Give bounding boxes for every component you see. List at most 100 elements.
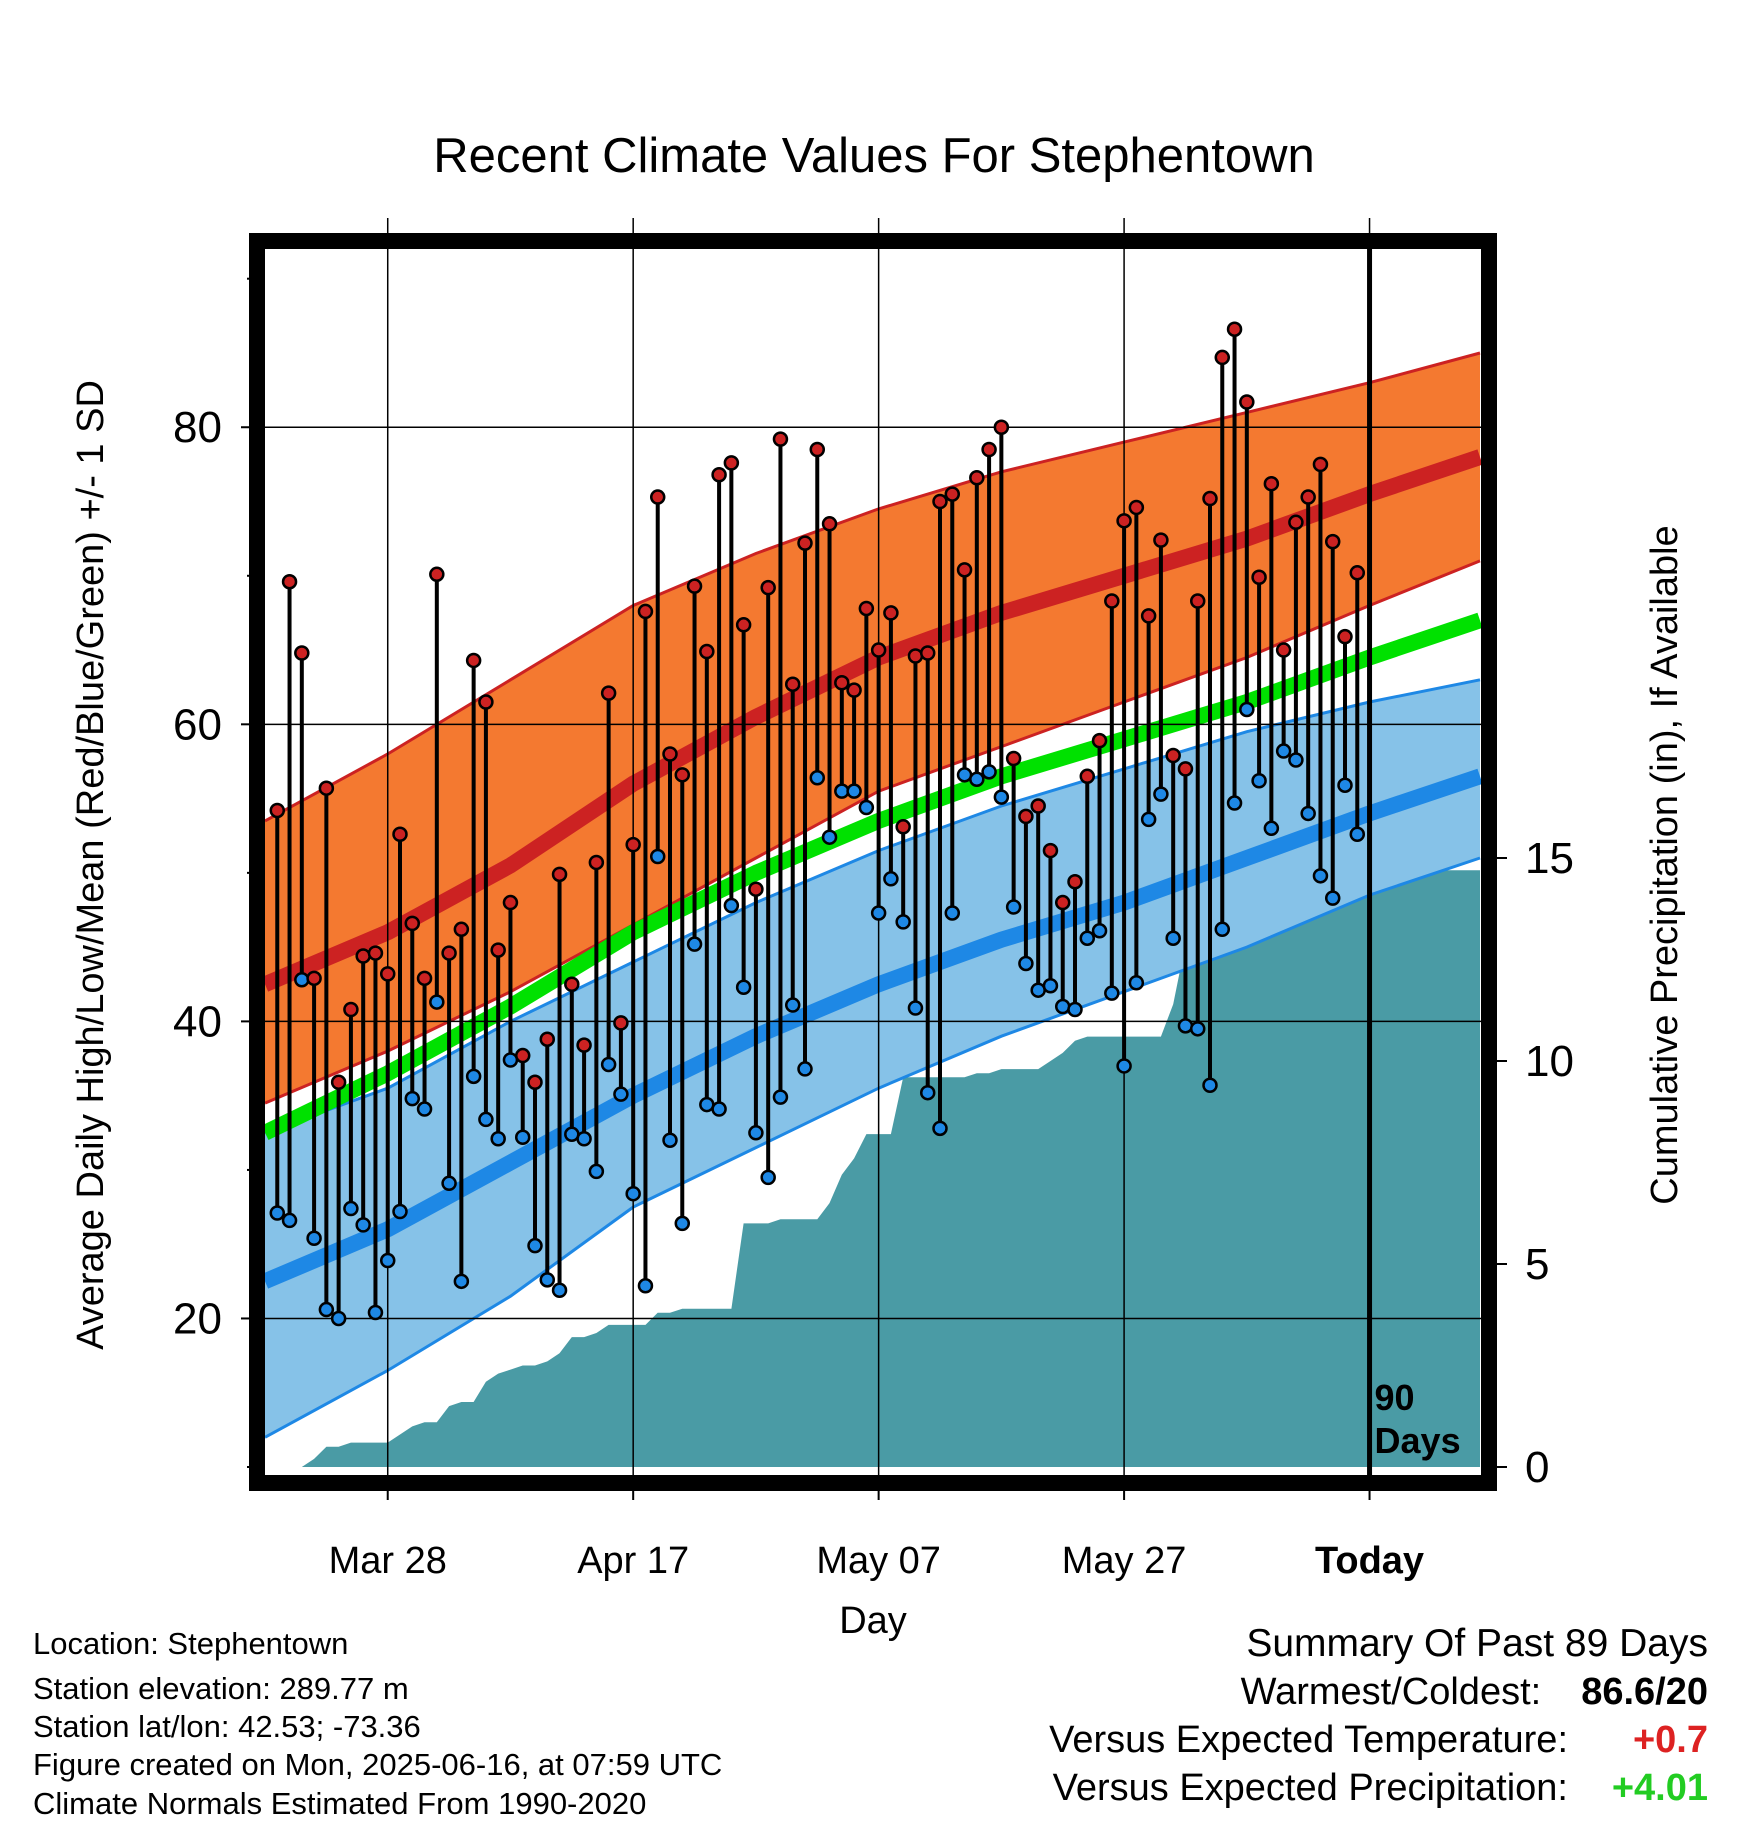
daily-high-point: [1202, 490, 1218, 507]
daily-low-point: [318, 1301, 335, 1318]
daily-high-point: [993, 419, 1010, 435]
daily-high-point: [1214, 349, 1231, 366]
daily-high-point: [478, 694, 494, 710]
daily-values-layer: [269, 321, 1366, 1327]
daily-low-point: [392, 1203, 408, 1220]
daily-high-point: [1251, 569, 1267, 586]
plot-frame: [249, 233, 1497, 1491]
daily-high-point: [1349, 565, 1366, 581]
daily-high-point: [564, 976, 580, 993]
daily-low-point: [306, 1230, 322, 1247]
daily-high-point: [699, 643, 715, 660]
daily-high-point: [330, 1074, 347, 1091]
daily-low-point: [1091, 923, 1108, 939]
daily-low-point: [686, 936, 703, 952]
daily-high-point: [1300, 489, 1316, 505]
daily-high-point: [1018, 808, 1034, 825]
daily-high-point: [748, 881, 764, 897]
daily-low-point: [1140, 811, 1157, 828]
daily-high-point: [429, 566, 445, 583]
daily-low-point: [1226, 795, 1243, 811]
daily-low-point: [637, 1278, 654, 1294]
normal-low-band: [265, 679, 1480, 1438]
daily-low-point: [1202, 1077, 1218, 1094]
daily-high-point: [1165, 747, 1181, 764]
daily-low-point: [821, 829, 838, 845]
daily-low-point: [355, 1217, 371, 1233]
daily-low-point: [1079, 930, 1096, 946]
daily-low-point: [969, 771, 985, 788]
daily-low-point: [1104, 985, 1120, 1001]
today-marker-label: Days: [1375, 1420, 1461, 1461]
daily-high-point: [490, 942, 506, 958]
daily-low-point: [625, 1185, 641, 1202]
daily-low-point: [858, 799, 875, 816]
daily-high-point: [318, 780, 335, 796]
x-tick-label: Mar 28: [329, 1540, 447, 1582]
daily-low-point: [907, 1000, 924, 1016]
created-text: Figure created on Mon, 2025-06-16, at 07…: [33, 1747, 723, 1782]
daily-high-point: [1288, 514, 1304, 531]
normals-text: Climate Normals Estimated From 1990-2020: [33, 1786, 647, 1821]
daily-high-point: [1128, 499, 1145, 516]
daily-high-point: [870, 642, 887, 658]
daily-high-point: [784, 676, 801, 692]
daily-high-point: [1091, 732, 1108, 749]
daily-low-point: [649, 848, 666, 865]
axes-layer: 20 40 60 80 0 5 10 15 Mar 28 Apr 17 May 07 May 27 To…: [173, 277, 1574, 1582]
daily-high-point: [600, 685, 617, 701]
daily-high-point: [613, 1015, 629, 1031]
y-axis-label-right: Cumulative Precipitation (in), If Availa…: [1644, 525, 1686, 1204]
daily-high-point: [453, 921, 470, 938]
daily-high-point: [1226, 321, 1243, 337]
location-text: Location: Stephentown: [33, 1626, 349, 1661]
daily-low-point: [1263, 820, 1280, 837]
daily-high-point: [858, 600, 875, 617]
normal-high-band: [265, 353, 1480, 1104]
x-tick-label: Today: [1315, 1540, 1424, 1582]
daily-high-point: [294, 645, 310, 661]
daily-low-point: [453, 1273, 470, 1290]
y-tick-label-left: 60: [173, 700, 222, 749]
daily-high-point: [1067, 874, 1083, 890]
daily-high-point: [514, 1047, 531, 1064]
daily-low-point: [723, 897, 740, 914]
daily-high-point: [649, 489, 666, 505]
daily-low-point: [993, 789, 1010, 805]
daily-low-point: [1116, 1058, 1132, 1074]
daily-low-point: [330, 1310, 347, 1327]
x-tick-label: May 27: [1062, 1540, 1187, 1582]
daily-low-point: [735, 979, 752, 995]
daily-high-point: [883, 605, 899, 621]
daily-high-point: [441, 945, 457, 961]
daily-low-point: [1251, 773, 1267, 789]
daily-high-point: [404, 915, 421, 932]
daily-low-point: [588, 1163, 605, 1180]
daily-low-point: [895, 914, 911, 930]
daily-low-point: [797, 1061, 813, 1077]
daily-low-point: [367, 1304, 384, 1321]
y-tick-label-right: 0: [1525, 1443, 1549, 1492]
daily-high-point: [502, 894, 519, 911]
daily-high-point: [1324, 533, 1341, 550]
daily-high-point: [1079, 768, 1096, 785]
daily-high-point: [269, 802, 286, 819]
daily-high-point: [735, 617, 752, 633]
daily-high-point: [919, 645, 936, 661]
daily-low-point: [539, 1272, 556, 1288]
daily-low-point: [1042, 977, 1059, 994]
daily-high-point: [625, 836, 641, 853]
daily-low-point: [1288, 752, 1304, 768]
daily-low-point: [1005, 899, 1022, 915]
summary-precip: Versus Expected Precipitation: +4.01: [1049, 1764, 1708, 1812]
daily-high-point: [1337, 628, 1353, 645]
summary-temp: Versus Expected Temperature: +0.7: [1049, 1716, 1708, 1764]
today-marker-label: 90: [1375, 1377, 1415, 1418]
daily-high-point: [969, 469, 985, 486]
daily-high-point: [588, 854, 605, 871]
daily-high-point: [539, 1031, 556, 1047]
daily-high-point: [392, 826, 408, 842]
daily-low-point: [613, 1086, 629, 1102]
daily-low-point: [1239, 701, 1255, 718]
daily-low-point: [772, 1089, 789, 1105]
